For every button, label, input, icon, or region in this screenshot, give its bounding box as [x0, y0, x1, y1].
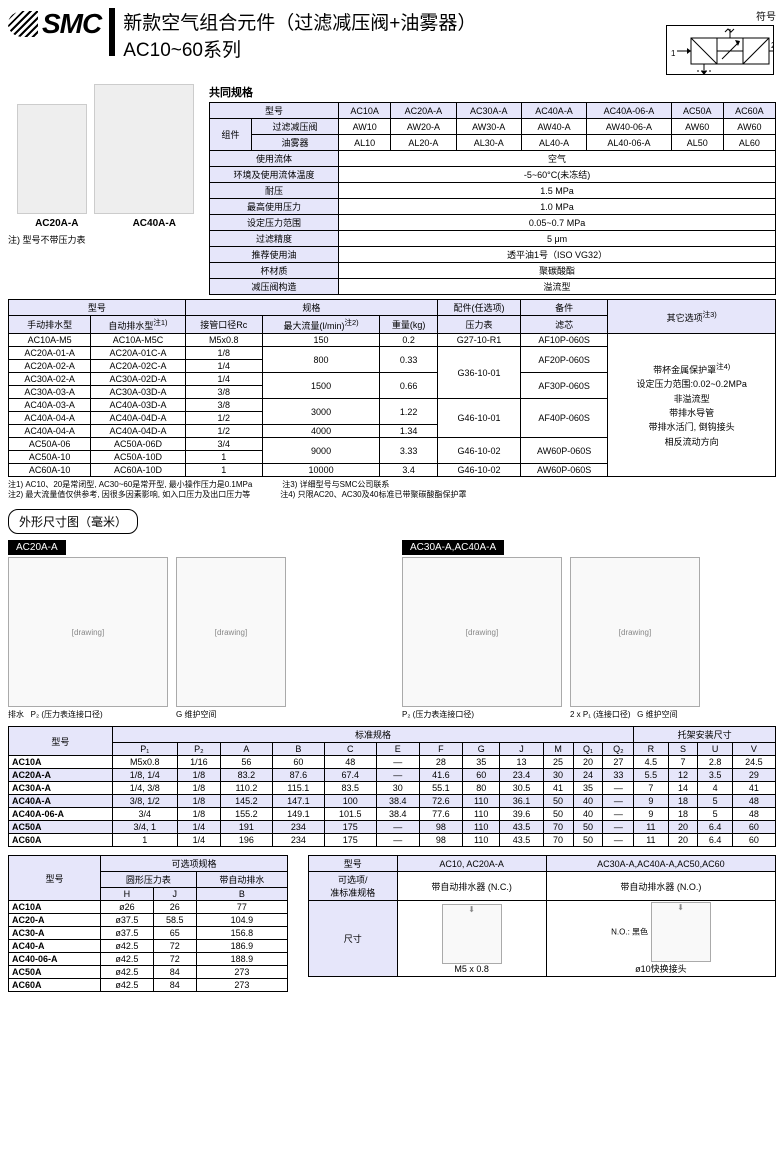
dim-section-header: 外形尺寸图（毫米） — [8, 509, 776, 534]
title-block: 新款空气组合元件（过滤减压阀+油雾器） AC10~60系列 — [123, 8, 658, 62]
common-spec-section: 共同规格 型号 AC10A AC20A-A AC30A-A AC40A-A AC… — [209, 82, 776, 295]
dim-drawing-ac20a-front: [drawing] — [8, 557, 168, 707]
svg-text:2: 2 — [771, 41, 774, 50]
common-spec-table: 型号 AC10A AC20A-A AC30A-A AC40A-A AC40A-0… — [209, 102, 776, 295]
logo-stripes-icon — [8, 11, 38, 37]
page-header: SMC 新款空气组合元件（过滤减压阀+油雾器） AC10~60系列 符号 1 2 — [8, 8, 776, 78]
drain-no-icon: ⬇ — [651, 902, 711, 962]
optional-spec-table: 型号 可选项规格 圆形压力表 带自动排水 H J B AC10Aø262677A… — [8, 855, 288, 992]
smc-logo: SMC — [8, 8, 101, 40]
header-divider — [109, 8, 115, 56]
dim-title: 外形尺寸图（毫米） — [8, 509, 138, 534]
circuit-symbol-icon: 1 2 — [666, 25, 774, 75]
dim-group1-label: AC20A-A — [8, 540, 66, 555]
img-label-left: AC20A-A — [35, 218, 78, 229]
dimension-drawings: AC20A-A [drawing] 排水 P₂ (压力表连接口径) [drawi… — [8, 540, 776, 720]
symbol-label: 符号 — [666, 8, 776, 23]
drain-nc-icon: ⬇ — [442, 904, 502, 964]
other-options-cell: 带杯金属保护罩注4)设定压力范围:0.02~0.2MPa非溢流型带排水导管带排水… — [608, 334, 776, 477]
product-images: AC20A-A AC40A-A 注) 型号不带压力表 — [8, 82, 203, 295]
dim-drawing-ac20a-side: [drawing] — [176, 557, 286, 707]
svg-text:1: 1 — [671, 49, 676, 58]
title-sub: AC10~60系列 — [123, 35, 658, 62]
common-spec-title: 共同规格 — [209, 84, 776, 100]
drain-dim-no: N.O.: 黑色 ⬇ ø10快换接头 — [546, 901, 775, 977]
dimension-table: 型号 标准规格 托架安装尺寸 P₁P₂ABCEFGJMQ₁Q₂RSUV AC10… — [8, 726, 776, 847]
product-note: 注) 型号不带压力表 — [8, 233, 203, 246]
drain-spec-table: 型号 AC10, AC20A-A AC30A-A,AC40A-A,AC50,AC… — [308, 855, 776, 977]
title-main: 新款空气组合元件（过滤减压阀+油雾器） — [123, 8, 658, 35]
model-table: 型号 规格 配件(任选项) 备件 其它选项注3) 手动排水型 自动排水型注1) … — [8, 299, 776, 477]
drain-spec-section: 型号 AC10, AC20A-A AC30A-A,AC40A-A,AC50,AC… — [308, 855, 776, 977]
footnotes: 注1) AC10、20是常闭型, AC30~60是常开型, 最小操作压力是0.1… — [8, 480, 776, 499]
drain-option-header: 可选项/准标准规格 — [309, 872, 398, 901]
logo-text: SMC — [42, 8, 101, 40]
product-image-ac40a — [94, 84, 194, 214]
symbol-box: 符号 1 2 — [666, 8, 776, 78]
drain-dim-nc: ⬇ M5 x 0.8 — [397, 901, 546, 977]
dim-drawing-ac30a-front: [drawing] — [402, 557, 562, 707]
product-image-ac20a — [17, 104, 87, 214]
optional-spec-section: 型号 可选项规格 圆形压力表 带自动排水 H J B AC10Aø262677A… — [8, 855, 288, 992]
img-label-right: AC40A-A — [133, 218, 176, 229]
h-other: 其它选项注3) — [608, 300, 776, 334]
h-model: 型号 — [210, 103, 339, 119]
dim-drawing-ac30a-side: [drawing] — [570, 557, 700, 707]
dim-group2-label: AC30A-A,AC40A-A — [402, 540, 504, 555]
